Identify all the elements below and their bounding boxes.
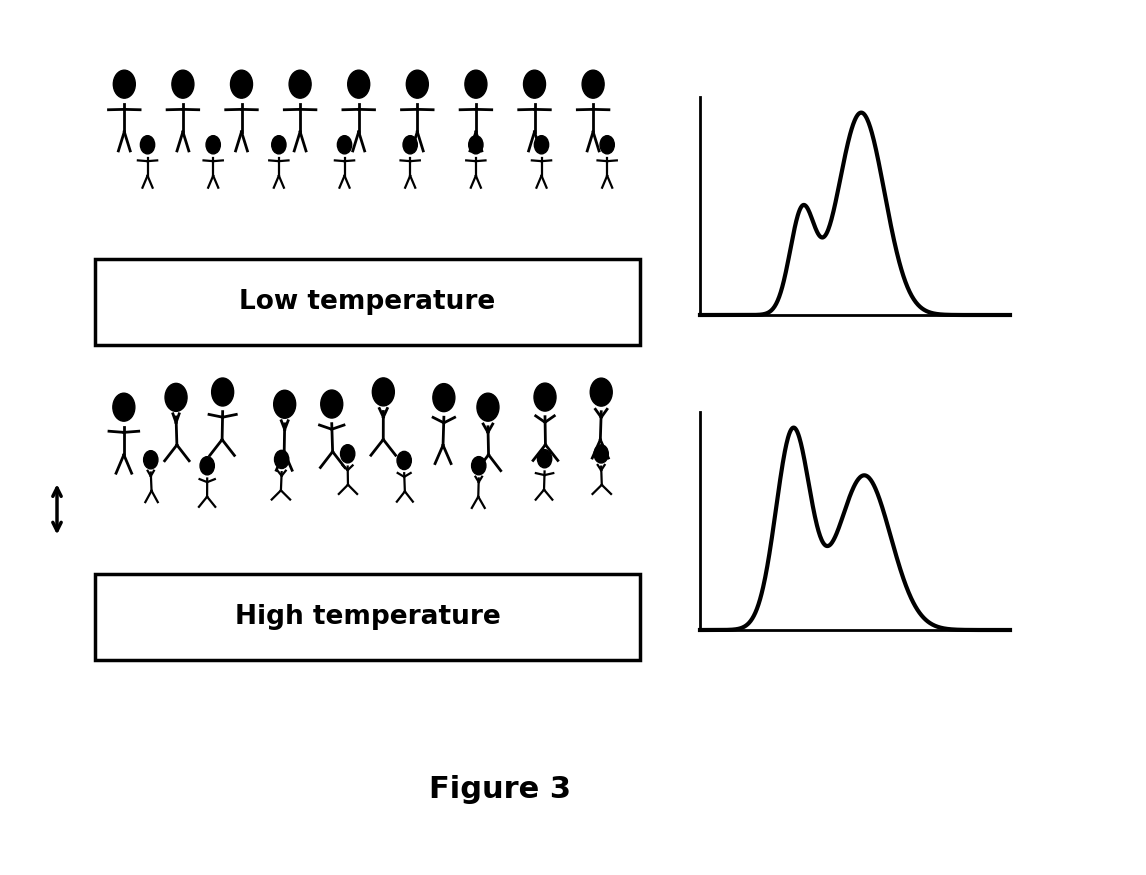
Ellipse shape	[372, 378, 394, 406]
Ellipse shape	[347, 70, 370, 98]
Ellipse shape	[337, 136, 352, 154]
Ellipse shape	[472, 457, 486, 475]
Ellipse shape	[321, 390, 343, 418]
Ellipse shape	[403, 136, 417, 154]
Ellipse shape	[469, 136, 482, 154]
Ellipse shape	[524, 70, 545, 98]
Text: Figure 3: Figure 3	[429, 775, 571, 804]
Ellipse shape	[274, 390, 296, 418]
Bar	[95, 574, 639, 660]
Ellipse shape	[477, 393, 499, 421]
Ellipse shape	[465, 70, 487, 98]
Ellipse shape	[206, 136, 220, 154]
Ellipse shape	[534, 136, 549, 154]
Ellipse shape	[275, 451, 289, 468]
Ellipse shape	[537, 450, 551, 468]
Ellipse shape	[112, 393, 135, 421]
Ellipse shape	[534, 383, 556, 411]
Ellipse shape	[407, 70, 429, 98]
Ellipse shape	[433, 383, 455, 411]
Ellipse shape	[272, 136, 286, 154]
Ellipse shape	[230, 70, 252, 98]
Ellipse shape	[140, 136, 155, 154]
Ellipse shape	[172, 70, 194, 98]
Ellipse shape	[594, 444, 609, 463]
Ellipse shape	[582, 70, 604, 98]
Ellipse shape	[201, 457, 214, 475]
Ellipse shape	[397, 452, 411, 470]
Ellipse shape	[212, 378, 234, 406]
Ellipse shape	[143, 451, 158, 469]
Ellipse shape	[165, 383, 187, 411]
Text: High temperature: High temperature	[235, 604, 501, 630]
Text: Low temperature: Low temperature	[240, 289, 495, 315]
Ellipse shape	[601, 136, 614, 154]
Ellipse shape	[340, 444, 355, 463]
Ellipse shape	[289, 70, 311, 98]
Ellipse shape	[590, 378, 612, 406]
Ellipse shape	[113, 70, 135, 98]
Bar	[95, 259, 639, 345]
